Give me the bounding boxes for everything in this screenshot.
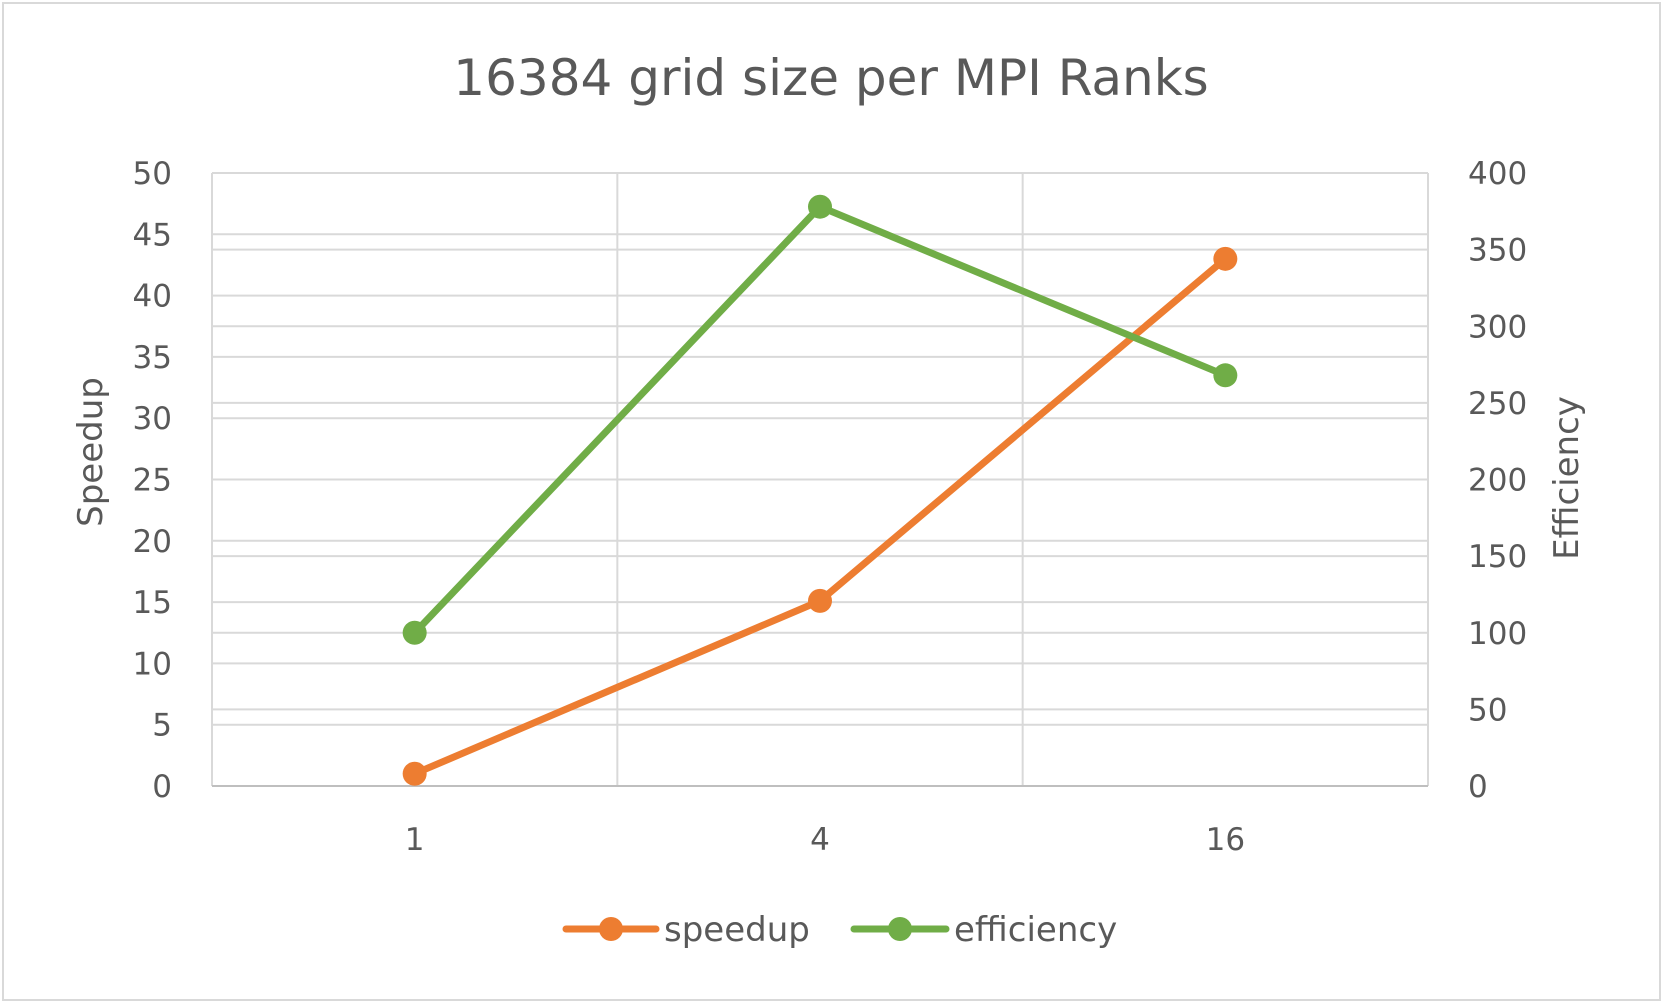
- y-left-tick-label: 10: [133, 646, 172, 682]
- data-point-speedup: [402, 761, 427, 786]
- data-point-efficiency: [808, 194, 832, 219]
- series-layer: [402, 194, 1238, 786]
- data-point-speedup: [808, 588, 832, 613]
- axes: 0 5 10 15 20 25 30 35 40 45 50 0 50 100 150 200 250 300 35…: [133, 156, 1528, 858]
- legend: speedup efficiency: [562, 910, 1117, 950]
- x-tick-label: 1: [405, 822, 425, 858]
- y-left-tick-label: 35: [133, 340, 172, 376]
- y-left-tick-label: 20: [133, 524, 172, 560]
- y-right-tick-label: 250: [1468, 386, 1527, 422]
- y-left-tick-label: 40: [133, 279, 172, 315]
- y-right-tick-label: 0: [1468, 769, 1488, 805]
- y-right-tick-label: 50: [1468, 692, 1507, 728]
- chart-title: 16384 grid size per MPI Ranks: [453, 49, 1208, 107]
- y-left-axis-title: Speedup: [71, 377, 111, 527]
- y-left-tick-label: 0: [152, 769, 172, 805]
- y-right-tick-label: 350: [1468, 233, 1527, 269]
- y-right-tick-label: 200: [1468, 463, 1527, 499]
- y-right-tick-label: 300: [1468, 309, 1527, 345]
- y-right-tick-label: 150: [1468, 539, 1527, 575]
- y-left-tick-label: 45: [133, 217, 172, 253]
- x-tick-label: 16: [1206, 822, 1245, 858]
- y-right-tick-label: 400: [1468, 156, 1527, 192]
- y-left-tick-label: 5: [152, 708, 172, 744]
- legend-label-speedup: speedup: [664, 910, 810, 950]
- x-tick-label: 4: [810, 822, 830, 858]
- y-left-tick-label: 50: [133, 156, 172, 192]
- y-left-tick-label: 30: [133, 401, 172, 437]
- data-point-efficiency: [402, 620, 427, 645]
- data-point-efficiency: [1213, 363, 1238, 388]
- y-right-axis-title: Efficiency: [1547, 396, 1587, 560]
- legend-label-efficiency: efficiency: [954, 910, 1117, 950]
- data-point-speedup: [1213, 246, 1238, 271]
- legend-marker-speedup: [599, 917, 623, 941]
- y-right-tick-label: 100: [1468, 616, 1527, 652]
- legend-marker-efficiency: [888, 917, 912, 941]
- y-left-tick-label: 15: [133, 585, 172, 621]
- y-left-tick-label: 25: [133, 463, 172, 499]
